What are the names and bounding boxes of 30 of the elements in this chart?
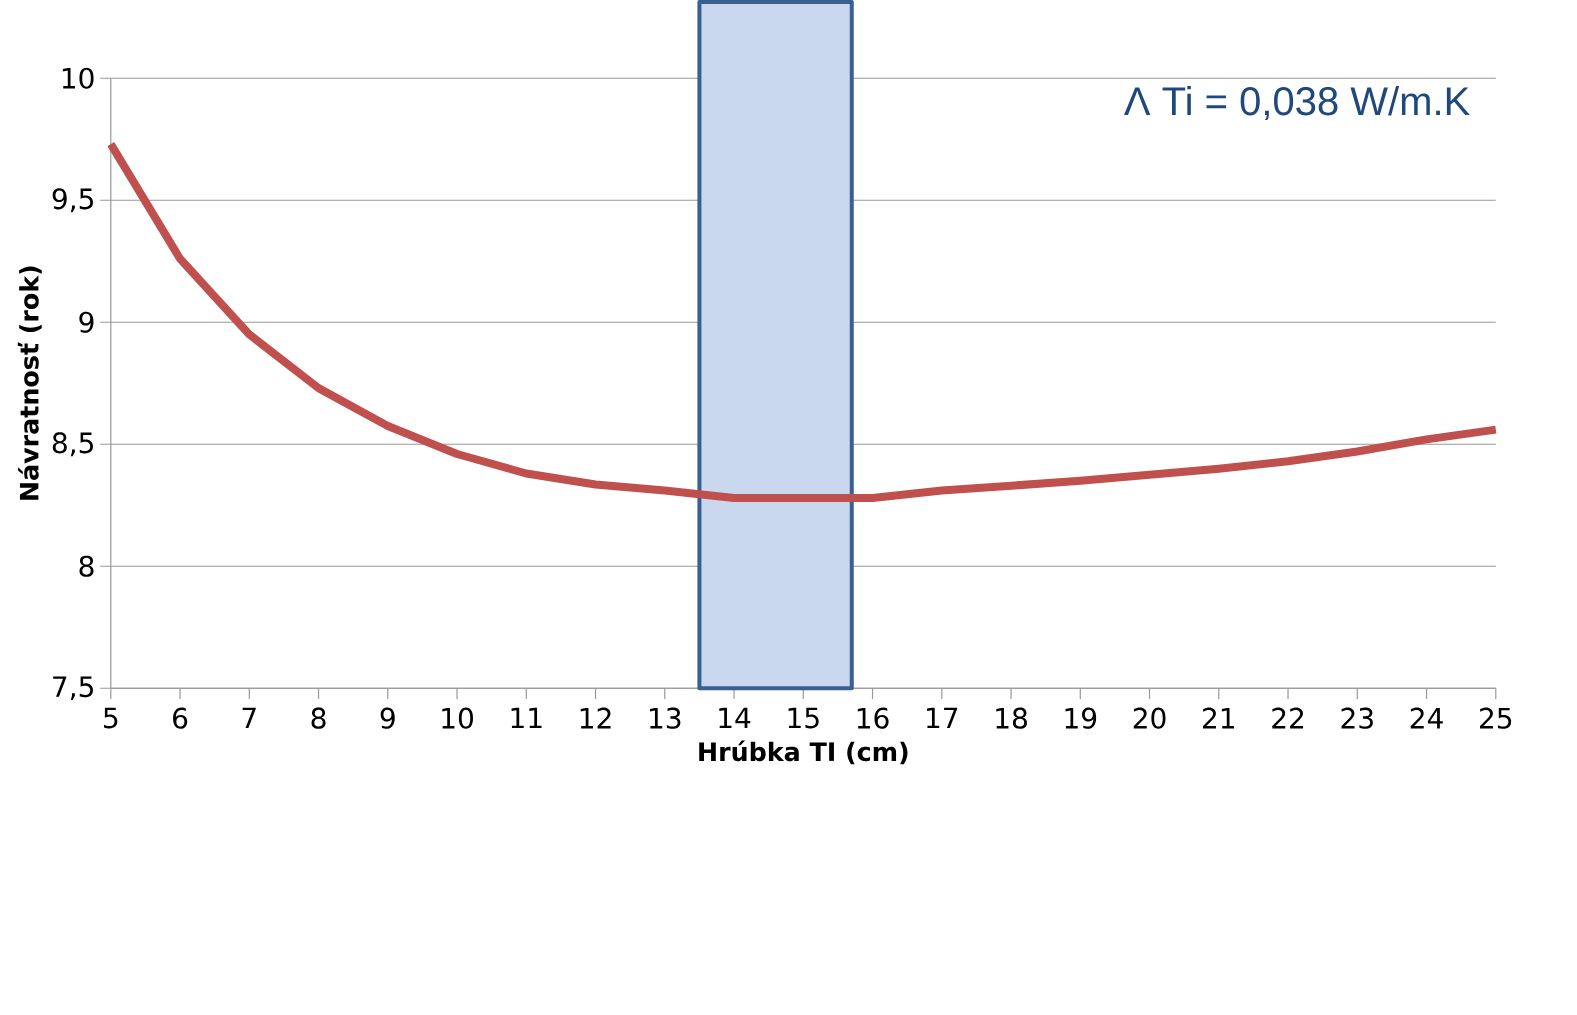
- x-tick-label: 19: [1065, 707, 1097, 729]
- x-tick-label: 15: [788, 707, 819, 729]
- x-tick-label: 24: [1410, 707, 1443, 729]
- x-tick-label: 10: [442, 707, 473, 729]
- y-tick-label: 10: [62, 67, 94, 89]
- x-tick-label: 5: [104, 707, 118, 729]
- y-axis-title: Návratnosť (rok): [17, 266, 42, 500]
- x-tick-label: 16: [857, 707, 889, 729]
- y-tick-label: 8: [79, 555, 94, 577]
- x-tick-label: 22: [1272, 707, 1304, 729]
- x-tick-label: 9: [380, 707, 395, 729]
- y-tick-label: 9,5: [52, 188, 93, 213]
- x-tick-label: 13: [650, 707, 681, 729]
- x-tick-label: 17: [927, 707, 958, 728]
- x-tick-label: 7: [242, 707, 256, 728]
- y-tick-label: 8,5: [52, 432, 93, 457]
- x-tick-label: 21: [1203, 707, 1234, 729]
- x-tick-label: 20: [1133, 707, 1166, 729]
- x-tick-label: 11: [511, 707, 542, 728]
- x-tick-label: 18: [996, 707, 1027, 729]
- x-tick-label: 12: [580, 707, 611, 729]
- x-tick-label: 6: [173, 707, 188, 729]
- x-tick-label: 25: [1480, 707, 1512, 729]
- annotation: Λ Ti = 0,038 W/m.K: [1124, 85, 1470, 121]
- x-tick-label: 14: [719, 707, 751, 728]
- x-axis-title: Hrúbka TI (cm): [699, 740, 908, 765]
- x-tick-label: 8: [311, 707, 326, 729]
- y-tick-label: 9: [79, 311, 94, 333]
- y-tick-label: 7,5: [53, 676, 93, 700]
- x-tick-label: 23: [1341, 707, 1373, 729]
